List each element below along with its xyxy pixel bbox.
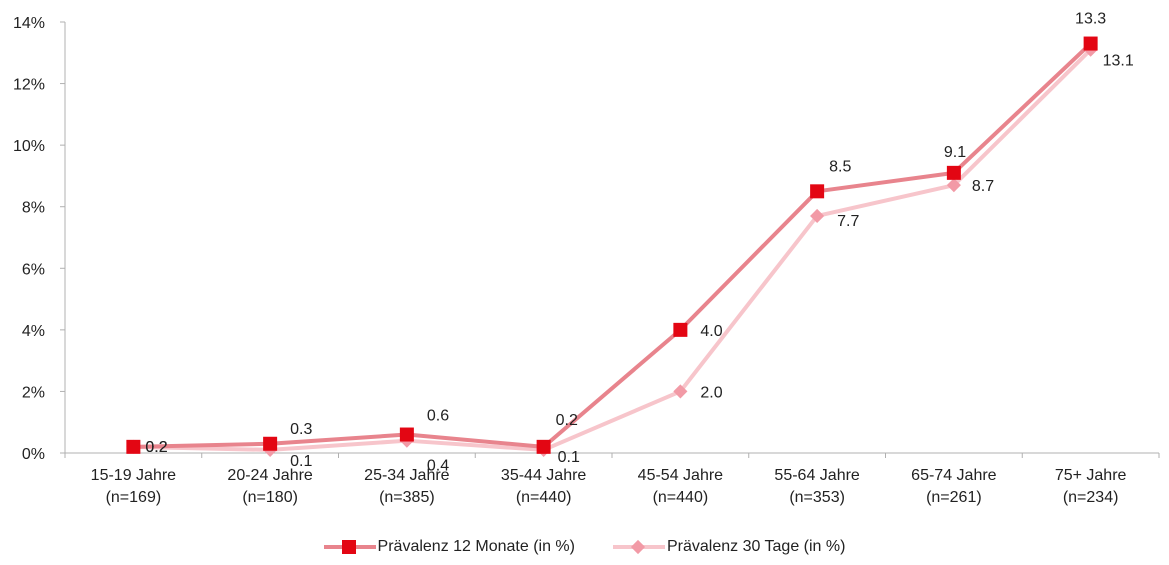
data-label: 8.7 (972, 178, 994, 195)
x-tick-label: (n=261) (926, 489, 982, 506)
data-label: 0.2 (556, 412, 578, 429)
x-tick-label: 45-54 Jahre (638, 467, 723, 484)
y-tick-label: 6% (22, 261, 45, 278)
data-label: 8.5 (829, 158, 851, 175)
x-tick-label: 65-74 Jahre (911, 467, 996, 484)
data-point-marker (946, 165, 961, 180)
y-tick-label: 2% (22, 384, 45, 401)
data-label: 0.1 (290, 453, 312, 470)
legend-item-12-monate: Prävalenz 12 Monate (in %) (323, 538, 575, 556)
y-axis-ticks: 0% 2% 4% 6% 8% 10% 12% 14% (13, 15, 65, 463)
y-tick-label: 14% (13, 15, 45, 32)
series-line (133, 48, 1093, 452)
x-tick-label: 25-34 Jahre (364, 467, 449, 484)
data-point-marker (399, 427, 414, 442)
data-label: 9.1 (944, 144, 966, 161)
x-tick-label: 35-44 Jahre (501, 467, 586, 484)
x-tick-label: (n=353) (789, 489, 845, 506)
data-point-marker (126, 439, 141, 454)
data-point-marker (673, 384, 688, 399)
data-label: 2.0 (700, 384, 722, 401)
x-tick-label: (n=440) (653, 489, 709, 506)
legend-label-30-tage: Prävalenz 30 Tage (in %) (666, 538, 846, 555)
legend-label-12-monate: Prävalenz 12 Monate (in %) (377, 538, 575, 555)
y-tick-label: 10% (13, 138, 45, 155)
y-tick-label: 0% (22, 446, 45, 463)
data-label: 13.3 (1075, 11, 1106, 28)
data-label: 13.1 (1103, 53, 1134, 70)
data-point-marker (946, 178, 961, 193)
y-tick-label: 8% (22, 200, 45, 217)
data-label: 0.2 (145, 439, 167, 456)
y-tick-label: 12% (13, 77, 45, 94)
x-tick-label: (n=169) (106, 489, 162, 506)
x-tick-label: 55-64 Jahre (774, 467, 859, 484)
chart-legend: Prävalenz 12 Monate (in %) Prävalenz 30 … (0, 538, 1169, 556)
data-label: 0.1 (558, 449, 580, 466)
x-tick-label: 75+ Jahre (1055, 467, 1127, 484)
x-tick-label: 15-19 Jahre (91, 467, 176, 484)
data-point-marker (263, 436, 278, 451)
data-point-marker (1083, 36, 1098, 51)
data-point-marker (810, 184, 825, 199)
legend-swatch-30-tage (612, 539, 665, 555)
data-label: 0.2 (145, 439, 167, 456)
data-label: 0.4 (427, 458, 449, 475)
series-markers (126, 36, 1098, 457)
data-point-marker (673, 322, 688, 337)
series-line (133, 42, 1092, 449)
y-tick-label: 4% (22, 323, 45, 340)
data-labels: 0.20.30.6 0.24.08.59.113.30.20.1 0.40.12.0… (145, 11, 1133, 475)
data-label: 4.0 (700, 323, 722, 340)
legend-item-30-tage: Prävalenz 30 Tage (in %) (612, 538, 846, 556)
x-tick-label: 20-24 Jahre (227, 467, 312, 484)
data-point-marker (810, 208, 825, 224)
x-tick-label: (n=234) (1063, 489, 1119, 506)
x-tick-label: (n=385) (379, 489, 435, 506)
x-tick-label: (n=440) (516, 489, 572, 506)
data-label: 7.7 (837, 213, 859, 230)
x-tick-label: (n=180) (242, 489, 298, 506)
series-lines (133, 42, 1093, 452)
line-chart: 0% 2% 4% 6% 8% 10% 12% 14% 15-19 Jahre (n=169) 20… (13, 11, 1160, 506)
data-point-marker (536, 439, 551, 454)
x-axis-ticks: 15-19 Jahre (n=169) 20-24 Jahre (n=180) 25-3… (64, 453, 1160, 506)
data-label: 0.6 (427, 408, 449, 425)
legend-swatch-12-monate (323, 540, 376, 554)
data-label: 0.3 (290, 421, 312, 438)
